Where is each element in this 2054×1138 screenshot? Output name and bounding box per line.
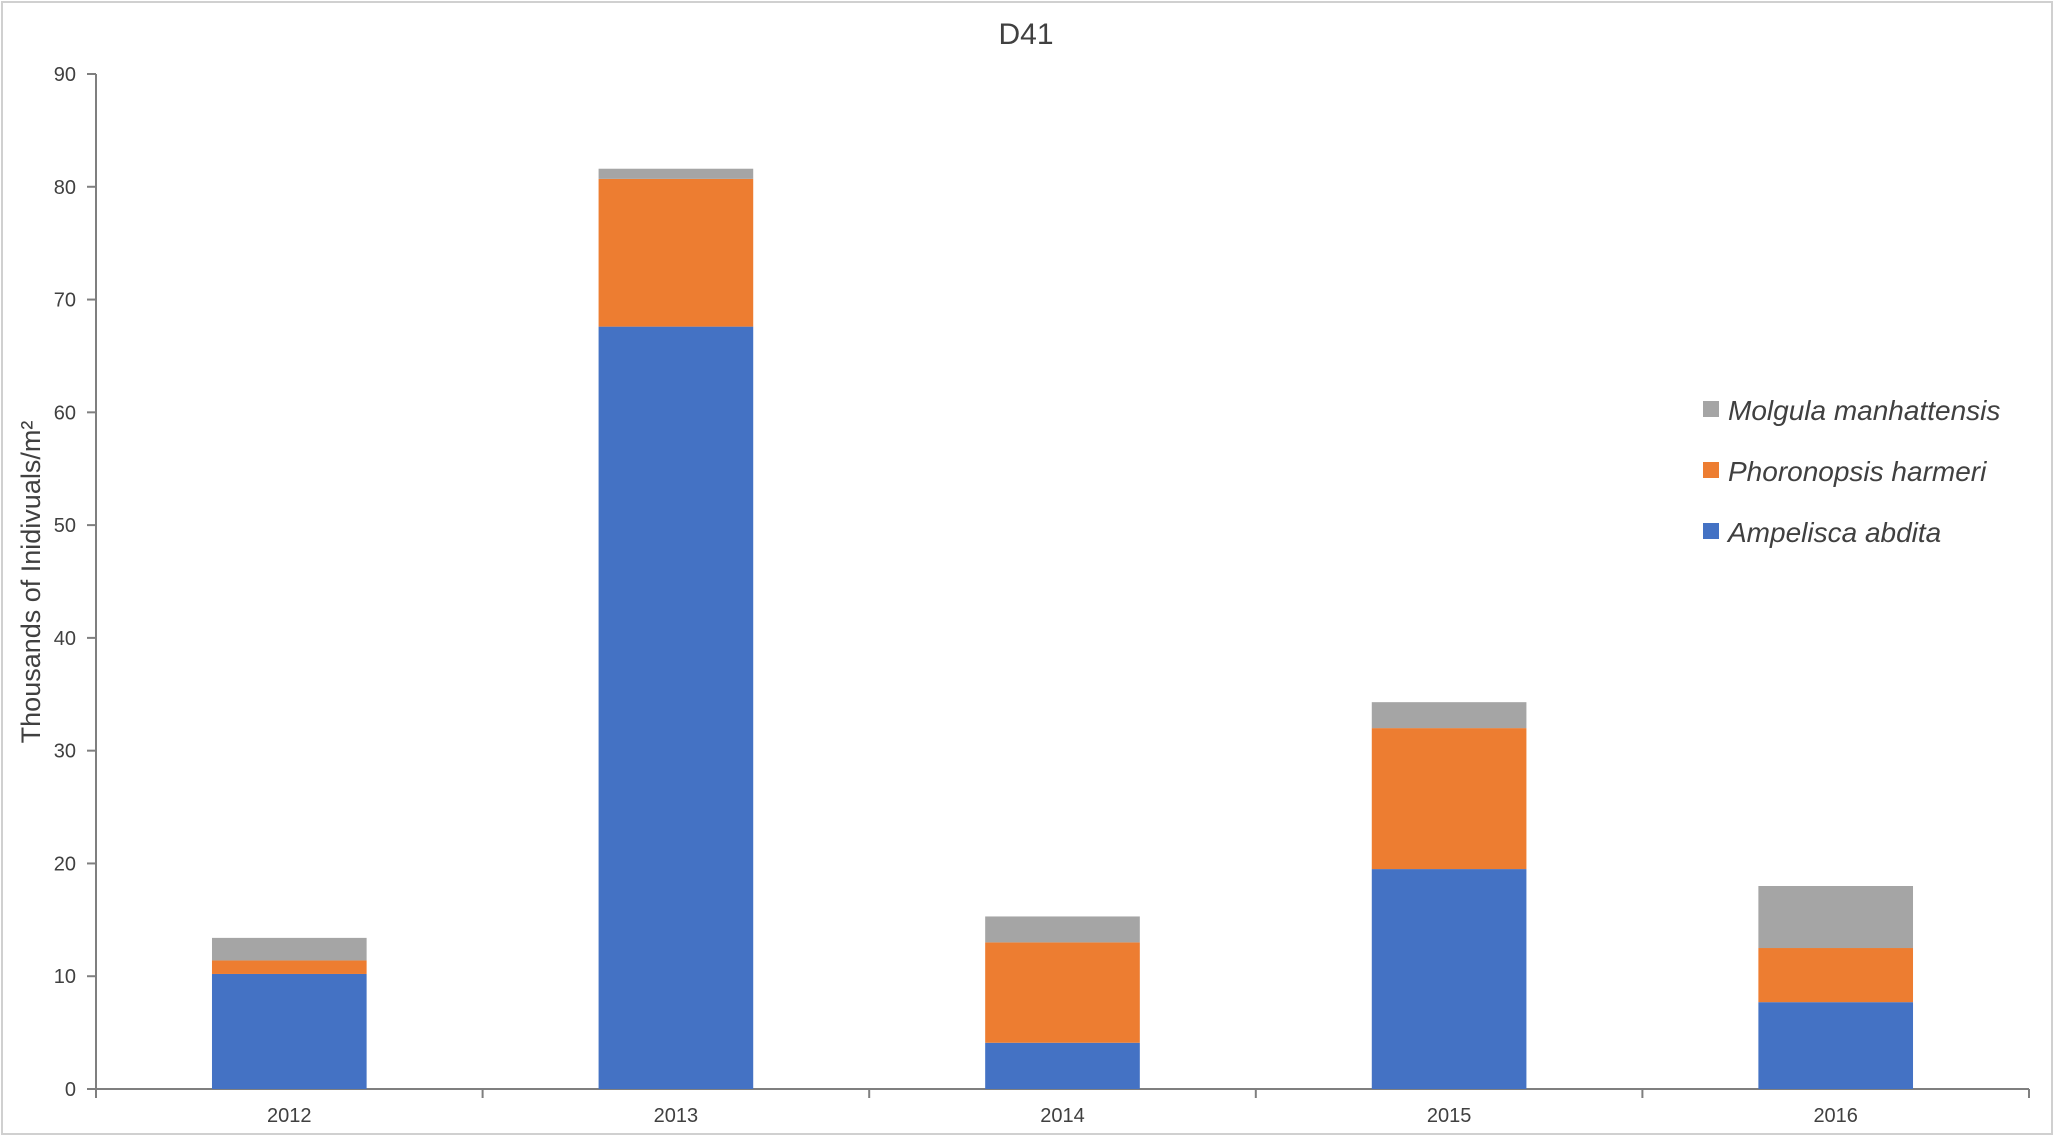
bar-phoronopsis-harmeri-2013 [598,178,754,327]
bar-ampelisca-abdita-2014 [985,1042,1140,1089]
bar-molgula-manhattensis-2013 [598,168,754,179]
bar-series-group [211,168,1914,1090]
y-tick-label: 70 [54,290,76,312]
bar-phoronopsis-harmeri-2012 [211,960,367,974]
y-tick-label: 90 [54,64,76,86]
bar-ampelisca-abdita-2016 [1758,1002,1914,1089]
bar-molgula-manhattensis-2016 [1758,886,1914,949]
bar-molgula-manhattensis-2012 [211,937,367,961]
x-tick-label: 2014 [1040,1105,1085,1127]
legend-swatch-ampelisca-abdita [1703,523,1719,539]
bar-ampelisca-abdita-2013 [598,326,754,1090]
y-axis-label: Thousands of Inidivuals/m² [16,421,46,744]
x-axis-ticks: 2012 2013 2014 2015 2016 [95,1089,2030,1127]
y-tick-label: 30 [54,741,76,763]
bar-ampelisca-abdita-2012 [211,973,367,1089]
y-tick-label: 50 [54,515,76,537]
bar-molgula-manhattensis-2015 [1371,702,1527,729]
chart-title: D41 [998,18,1053,51]
x-tick-label: 2013 [654,1105,699,1127]
legend-swatch-phoronopsis-harmeri [1703,462,1719,478]
y-tick-label: 80 [54,177,76,199]
x-tick-label: 2016 [1813,1105,1858,1127]
legend-label-phoronopsis-harmeri: Phoronopsis harmeri [1728,456,1987,487]
x-tick-label: 2015 [1427,1105,1472,1127]
legend: Molgula manhattensis Phoronopsis harmeri A… [1703,395,2000,548]
legend-swatch-molgula-manhattensis [1703,401,1719,417]
bar-phoronopsis-harmeri-2014 [985,942,1140,1043]
y-axis-ticks: 0 10 20 30 40 50 60 70 80 90 [54,64,96,1101]
y-tick-label: 0 [65,1079,76,1101]
x-tick-label: 2012 [267,1105,312,1127]
bar-phoronopsis-harmeri-2015 [1371,728,1527,870]
y-tick-label: 40 [54,628,76,650]
bar-molgula-manhattensis-2014 [985,916,1140,943]
y-tick-label: 60 [54,402,76,424]
bar-ampelisca-abdita-2015 [1371,869,1527,1089]
y-tick-label: 20 [54,853,76,875]
y-tick-label: 10 [54,966,76,988]
bar-phoronopsis-harmeri-2016 [1758,948,1914,1003]
legend-label-ampelisca-abdita: Ampelisca abdita [1726,517,1941,548]
legend-label-molgula-manhattensis: Molgula manhattensis [1728,395,2000,426]
